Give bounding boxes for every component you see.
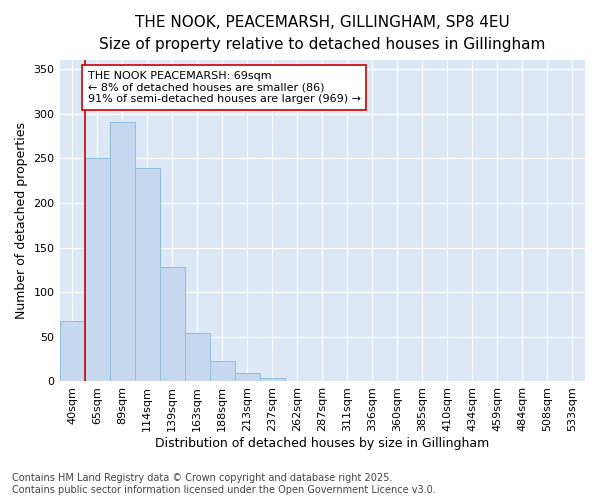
- X-axis label: Distribution of detached houses by size in Gillingham: Distribution of detached houses by size …: [155, 437, 490, 450]
- Title: THE NOOK, PEACEMARSH, GILLINGHAM, SP8 4EU
Size of property relative to detached : THE NOOK, PEACEMARSH, GILLINGHAM, SP8 4E…: [99, 15, 545, 52]
- Bar: [235, 372, 260, 382]
- Y-axis label: Number of detached properties: Number of detached properties: [15, 122, 28, 320]
- Bar: [59, 321, 85, 382]
- Bar: [160, 268, 185, 382]
- Bar: [85, 158, 110, 382]
- Bar: [185, 334, 209, 382]
- Bar: [560, 380, 585, 382]
- Text: THE NOOK PEACEMARSH: 69sqm
← 8% of detached houses are smaller (86)
91% of semi-: THE NOOK PEACEMARSH: 69sqm ← 8% of detac…: [88, 71, 361, 104]
- Bar: [285, 380, 310, 382]
- Bar: [260, 378, 285, 382]
- Bar: [310, 380, 335, 382]
- Bar: [134, 168, 160, 382]
- Bar: [110, 122, 134, 382]
- Text: Contains HM Land Registry data © Crown copyright and database right 2025.
Contai: Contains HM Land Registry data © Crown c…: [12, 474, 436, 495]
- Bar: [209, 361, 235, 382]
